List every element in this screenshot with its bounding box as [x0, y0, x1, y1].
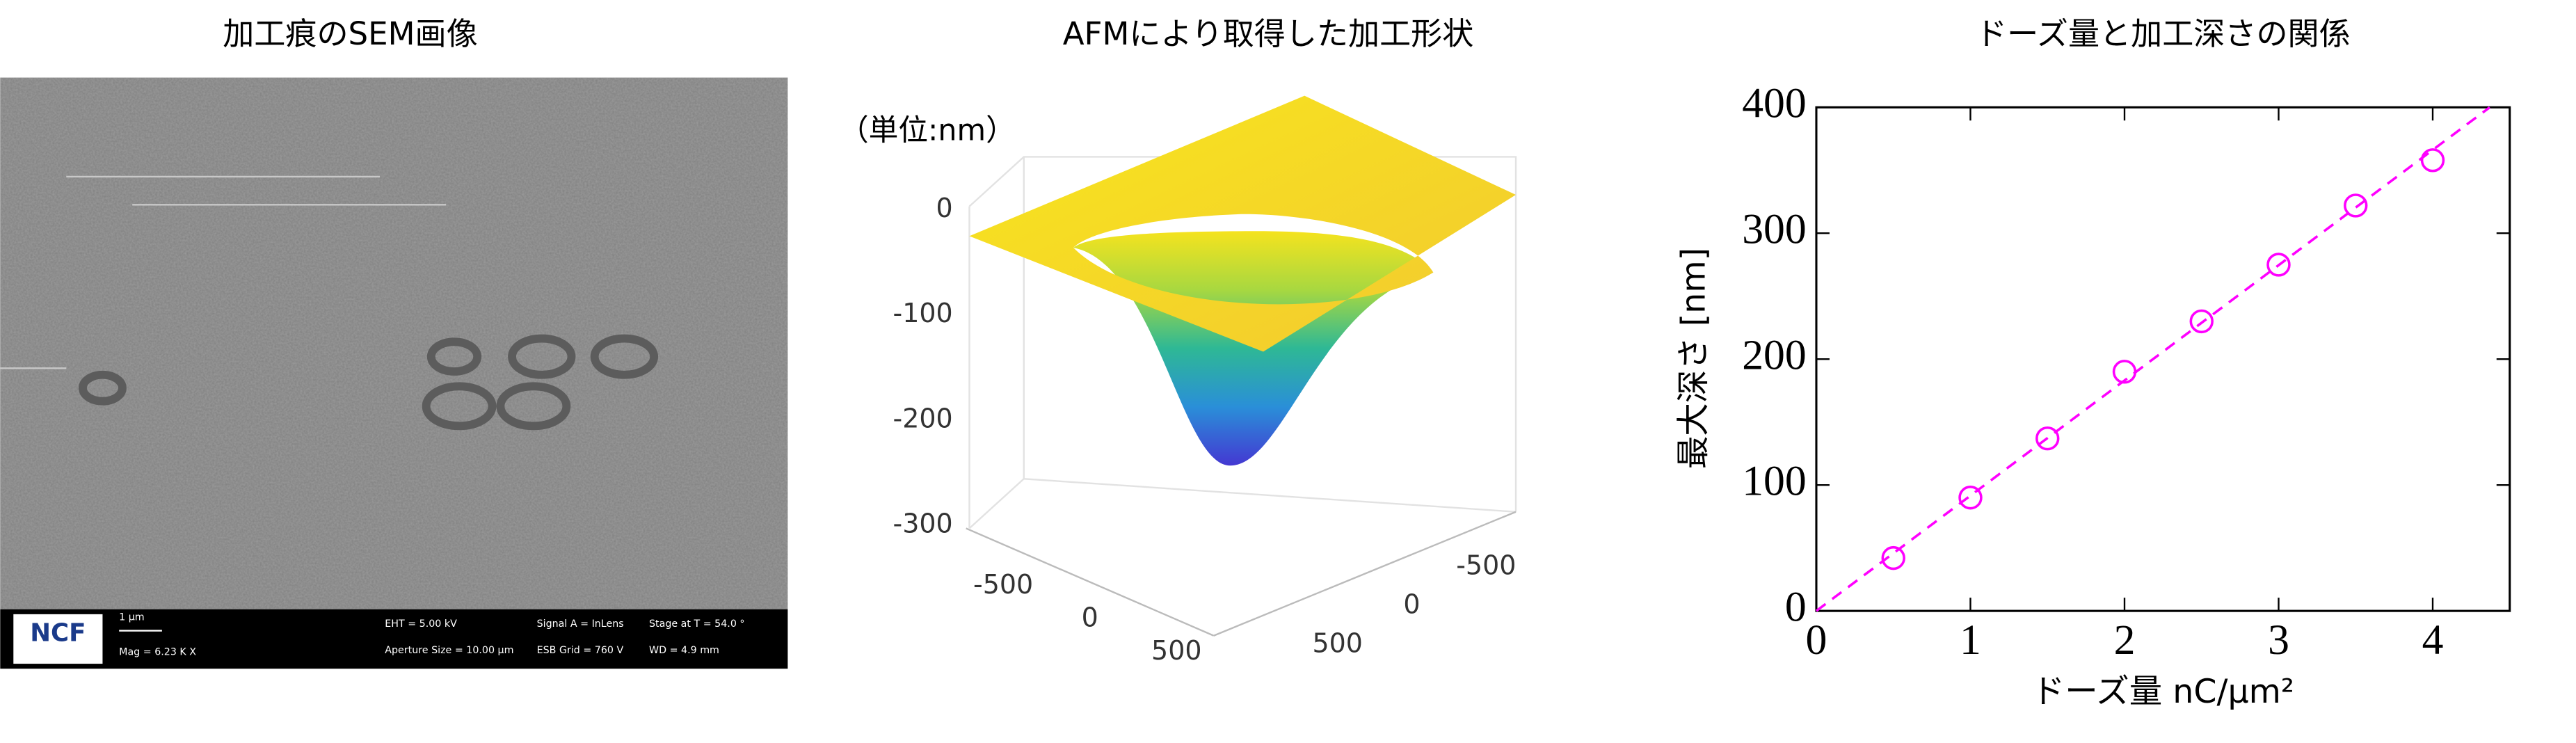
y-tick-label: 200	[1742, 331, 1807, 378]
sem-aperture: Aperture Size = 10.00 μm	[385, 645, 513, 656]
sem-stage: Stage at T = 54.0 °	[649, 618, 745, 630]
point	[1958, 486, 1983, 510]
point	[2189, 309, 2214, 334]
sem-signal: Signal A = InLens	[537, 618, 624, 630]
x-tick-label: 3	[2268, 616, 2289, 664]
sem-logo: NCF	[30, 618, 86, 647]
z-tick-label: -200	[893, 403, 953, 433]
sem-eht: EHT = 5.00 kV	[385, 618, 457, 630]
x-tick-label: -500	[973, 569, 1033, 600]
y-axis-label: 最大深さ [nm]	[1675, 248, 1713, 469]
point	[1881, 545, 1905, 570]
sem-title: 加工痕のSEM画像	[223, 15, 477, 52]
sem-info-bar	[0, 609, 788, 669]
afm-surface	[969, 95, 1517, 352]
afm-title: AFMにより取得した加工形状	[1063, 15, 1474, 52]
sem-info: 1 μm Mag = 6.23 K X EHT = 5.00 kV Signal…	[119, 612, 744, 658]
afm-crater	[1073, 231, 1434, 466]
y-tick-label: 400	[1742, 79, 1807, 127]
afm-unit: （単位:nm）	[839, 113, 1016, 147]
y-tick-label: -500	[1456, 550, 1516, 581]
sem-mag: Mag = 6.23 K X	[119, 646, 196, 657]
point	[2035, 426, 2060, 451]
x-axis-label: ドーズ量 nC/μm²	[2032, 673, 2294, 711]
point	[2112, 360, 2137, 384]
scatter-title: ドーズ量と加工深さの関係	[1976, 15, 2351, 52]
sem-logo-box	[13, 614, 103, 664]
x-tick-label: 500	[1151, 635, 1201, 666]
fit-line	[1815, 106, 2491, 612]
afm-axes	[966, 511, 1517, 637]
y-tick-label: 0	[1403, 589, 1420, 620]
plot-frame	[1815, 106, 2511, 612]
x-tick-label: 2	[2114, 616, 2136, 664]
sem-craters	[79, 334, 659, 431]
z-tick-label: -100	[893, 298, 953, 328]
sem-wd: WD = 4.9 mm	[649, 645, 719, 656]
sem-noise	[0, 77, 788, 609]
y-tick-label: 500	[1312, 628, 1362, 658]
x-tick-label: 4	[2422, 616, 2444, 664]
y-tick-label: 100	[1742, 457, 1807, 504]
z-tick-label: -300	[893, 508, 953, 538]
point	[2266, 253, 2291, 277]
y-tick-label: 300	[1742, 205, 1807, 253]
sem-esb: ESB Grid = 760 V	[537, 645, 624, 656]
x-tick-label: 0	[1082, 602, 1098, 633]
z-tick-label: 0	[936, 193, 953, 223]
sem-scale: 1 μm	[119, 612, 145, 623]
x-tick-label: 1	[1960, 616, 1981, 664]
y-tick-label: 0	[1785, 583, 1807, 630]
x-tick-label: 0	[1806, 616, 1827, 664]
sem-streaks	[0, 175, 447, 369]
point	[2420, 148, 2445, 173]
point	[2344, 193, 2368, 218]
